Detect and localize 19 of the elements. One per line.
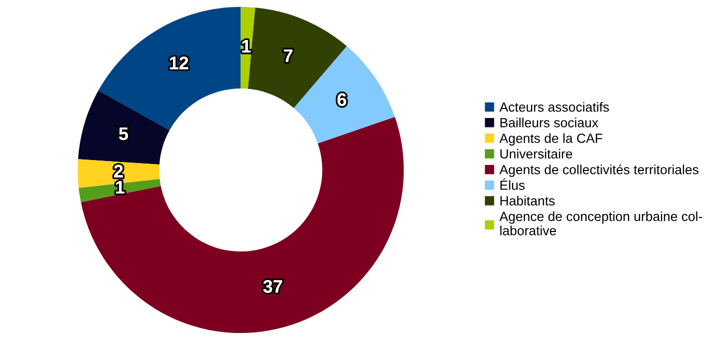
legend-label: Bailleurs sociaux — [500, 118, 598, 128]
data-label: 37 — [263, 280, 282, 293]
legend-label: Agents de collectivités territoriales — [499, 164, 698, 177]
legend-label: Élus — [500, 178, 525, 190]
donut-slice — [80, 116, 404, 333]
legend-label: Habitants — [500, 196, 555, 206]
legend-label: Acteurs associatifs — [499, 102, 609, 112]
data-label: 6 — [337, 93, 346, 106]
legend-label: Agence de conception urbaine col- laborative — [499, 211, 702, 236]
legend-label: Universitaire — [500, 148, 572, 159]
legend-label: Agents de la CAF — [499, 133, 602, 146]
data-label: 1 — [116, 181, 124, 194]
data-label: 7 — [284, 50, 292, 62]
data-label: 1 — [242, 40, 251, 52]
donut-slice — [294, 46, 395, 144]
donut-slice — [78, 90, 170, 165]
data-label: 5 — [119, 128, 128, 140]
data-label: 2 — [114, 164, 123, 178]
data-label: 12 — [170, 56, 188, 70]
